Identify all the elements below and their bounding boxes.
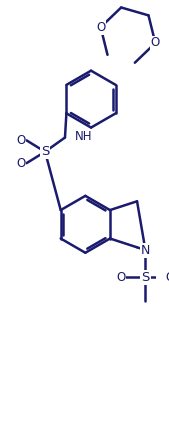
Text: O: O [16,134,25,147]
Text: O: O [116,271,126,283]
Text: NH: NH [75,129,92,143]
Text: S: S [141,271,150,283]
Text: S: S [41,145,49,158]
Text: O: O [151,36,160,49]
Text: O: O [96,21,105,34]
Text: N: N [141,244,150,256]
Text: O: O [165,271,169,283]
Text: O: O [16,157,25,170]
